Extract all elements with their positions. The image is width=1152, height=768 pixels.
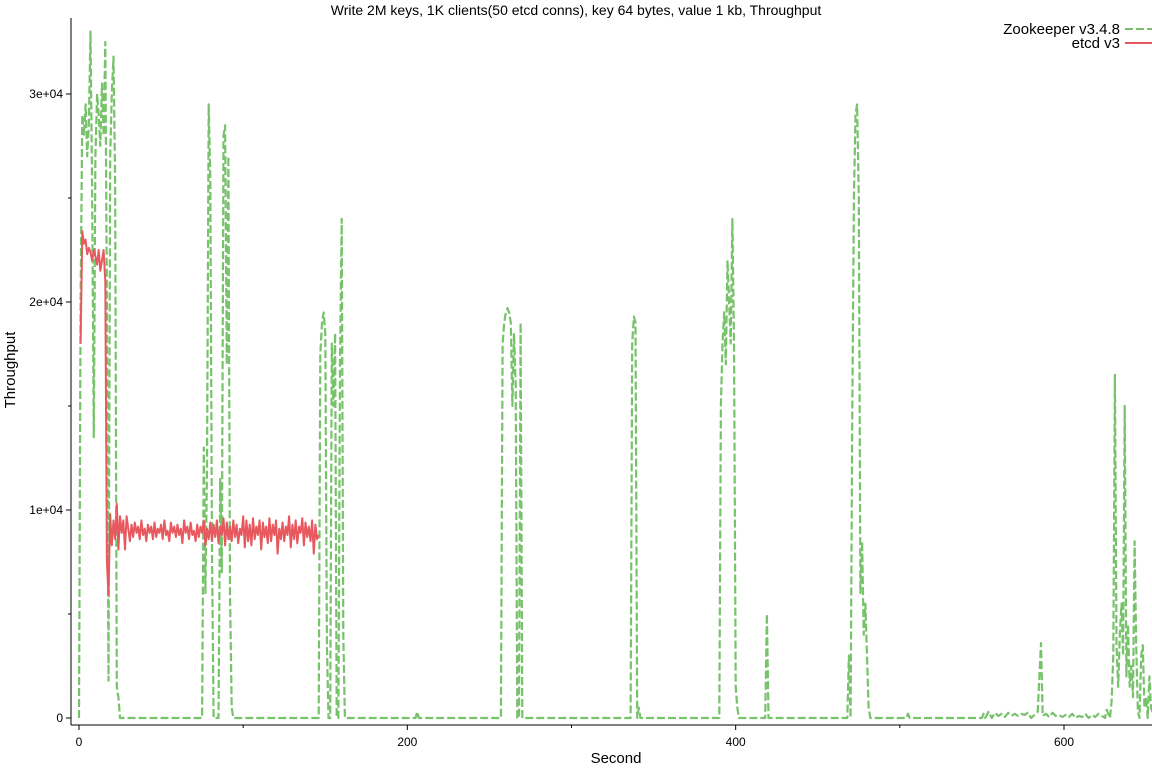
y-tick-label: 0 bbox=[56, 711, 63, 725]
plot-area bbox=[77, 30, 1152, 720]
y-tick-label: 1e+04 bbox=[29, 503, 63, 517]
legend-label-0: Zookeeper v3.4.8 bbox=[1003, 21, 1120, 38]
x-tick-label: 200 bbox=[397, 735, 417, 749]
x-tick-label: 600 bbox=[1054, 735, 1074, 749]
series-line-0 bbox=[77, 30, 1152, 720]
x-axis-label: Second bbox=[591, 750, 642, 767]
axes: 0 1e+04 2e+04 3e+04 0 200 400 600 bbox=[29, 18, 1152, 749]
y-tick-label: 3e+04 bbox=[29, 87, 63, 101]
x-tick-label: 0 bbox=[76, 735, 83, 749]
series-line-1 bbox=[79, 230, 320, 597]
y-tick-label: 2e+04 bbox=[29, 295, 63, 309]
chart-title: Write 2M keys, 1K clients(50 etcd conns)… bbox=[331, 2, 822, 18]
y-axis-label: Throughput bbox=[2, 331, 19, 409]
legend-label-1: etcd v3 bbox=[1072, 35, 1120, 52]
x-tick-label: 400 bbox=[726, 735, 746, 749]
